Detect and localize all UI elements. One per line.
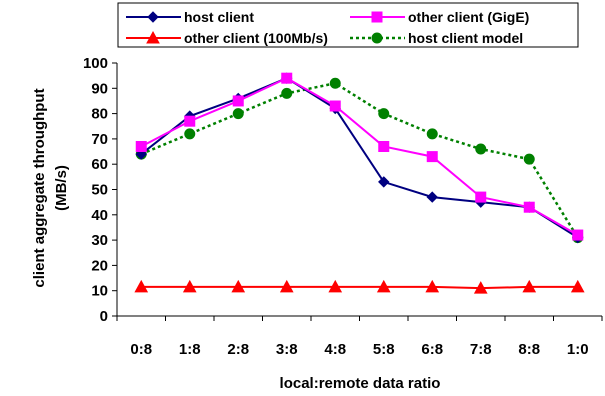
x-axis-label: local:remote data ratio <box>280 375 441 392</box>
data-point-other-client-100mb-s <box>425 279 440 293</box>
x-tick-label: 6:8 <box>421 341 443 358</box>
data-point-host-client <box>426 191 438 203</box>
data-point-host-client-model <box>184 128 196 140</box>
y-tick-label: 30 <box>91 232 108 249</box>
series-other-client-100mb-s <box>134 279 585 294</box>
series-other-client-gige <box>135 72 584 241</box>
x-tick-label: 2:8 <box>227 341 249 358</box>
data-point-other-client-gige <box>523 201 535 213</box>
legend-marker-host-client-model <box>371 32 383 44</box>
data-point-host-client <box>378 176 390 188</box>
data-point-other-client-100mb-s <box>328 279 343 293</box>
x-tick-label: 1:0 <box>567 341 589 358</box>
y-tick-label: 60 <box>91 156 108 173</box>
x-tick-label: 7:8 <box>470 341 492 358</box>
legend-marker-host-client <box>147 11 159 23</box>
series-line-other-client-gige <box>140 77 579 236</box>
x-tick-label: 0:8 <box>130 341 152 358</box>
data-point-host-client-model <box>329 77 341 89</box>
chart-legend: host client other client (GigE) other clie… <box>117 2 579 48</box>
legend-item-other-client-gige: other client (GigE) <box>350 9 529 25</box>
data-point-other-client-100mb-s <box>134 279 149 293</box>
series-host-client-model <box>135 77 584 244</box>
legend-label-host-client: host client <box>184 9 254 25</box>
legend-marker-other-client-100mb-s <box>146 30 160 44</box>
data-point-host-client-model <box>232 108 244 120</box>
y-tick-label: 40 <box>91 207 108 224</box>
data-point-other-client-100mb-s <box>522 279 537 293</box>
x-tick-label: 5:8 <box>373 341 395 358</box>
y-tick-label: 10 <box>91 283 108 300</box>
x-tick-label: 1:8 <box>179 341 201 358</box>
y-tick-label: 20 <box>91 257 108 274</box>
data-point-other-client-100mb-s <box>570 279 585 293</box>
data-point-host-client-model <box>426 128 438 140</box>
legend-item-host-client-model: host client model <box>350 30 523 46</box>
series-line-other-client-100mb-s <box>141 285 578 290</box>
data-point-host-client-model <box>523 153 535 165</box>
data-point-other-client-100mb-s <box>279 279 294 293</box>
legend-label-other-client-gige: other client (GigE) <box>408 9 529 25</box>
legend-label-other-client-100mb-s: other client (100Mb/s) <box>184 30 328 46</box>
x-tick-label: 4:8 <box>324 341 346 358</box>
data-point-other-client-gige <box>329 100 341 112</box>
legend-label-host-client-model: host client model <box>408 30 523 46</box>
x-tick-label: 3:8 <box>276 341 298 358</box>
y-axis-label-unit: (MB/s) <box>53 165 70 211</box>
legend-item-other-client-100mb-s: other client (100Mb/s) <box>126 30 328 46</box>
data-point-other-client-100mb-s <box>376 279 391 293</box>
y-axis-label: client aggregate throughput <box>31 88 48 287</box>
x-tick-label: 8:8 <box>518 341 540 358</box>
series-line-host-client <box>140 77 579 239</box>
legend-item-host-client: host client <box>126 9 254 25</box>
series-line-host-client-model <box>140 81 579 239</box>
y-tick-label: 0 <box>100 308 108 325</box>
data-point-other-client-gige <box>572 229 584 241</box>
data-point-other-client-gige <box>475 191 487 203</box>
data-point-other-client-gige <box>232 95 244 107</box>
data-point-other-client-gige <box>426 151 438 163</box>
y-tick-label: 50 <box>91 182 108 199</box>
data-point-other-client-gige <box>135 140 147 152</box>
y-tick-label: 100 <box>83 55 108 72</box>
data-point-host-client-model <box>475 143 487 155</box>
data-point-other-client-100mb-s <box>231 279 246 293</box>
data-point-host-client-model <box>378 108 390 120</box>
data-point-other-client-100mb-s <box>182 279 197 293</box>
data-point-other-client-gige <box>281 72 293 84</box>
data-point-other-client-100mb-s <box>473 281 488 294</box>
y-tick-label: 90 <box>91 80 108 97</box>
legend-marker-other-client-gige <box>371 11 383 23</box>
y-tick-label: 80 <box>91 106 108 123</box>
data-point-host-client-model <box>281 87 293 99</box>
y-tick-label: 70 <box>91 131 108 148</box>
data-point-other-client-gige <box>184 115 196 127</box>
data-point-other-client-gige <box>378 140 390 152</box>
